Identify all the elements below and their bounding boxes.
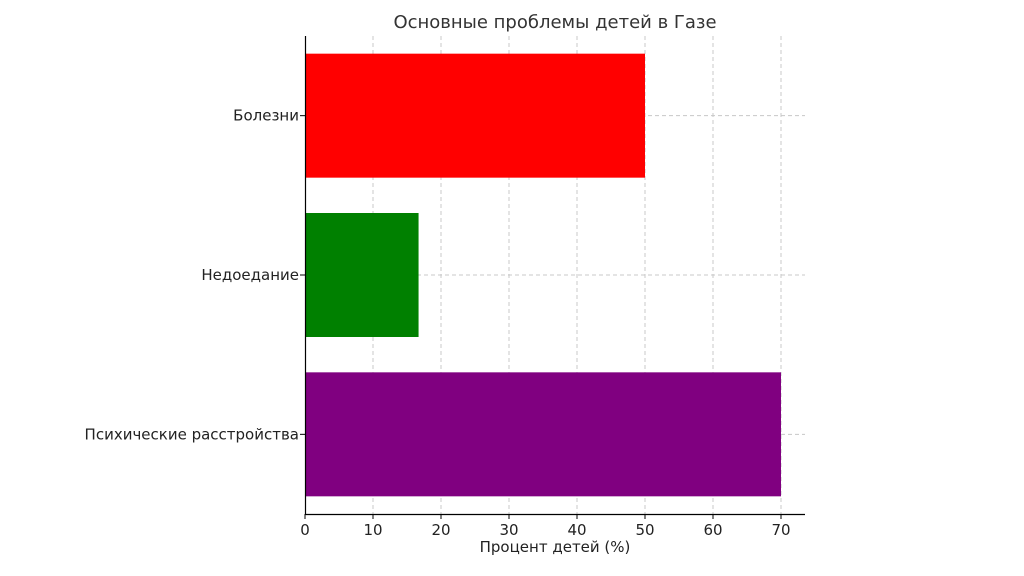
x-tick-label: 10 (363, 521, 382, 539)
x-ticks: 0 10 20 30 40 50 60 70 (300, 115, 791, 539)
chart-title: Основные проблемы детей в Газе (393, 12, 716, 33)
x-tick-label: 0 (300, 521, 310, 539)
axes (304, 36, 805, 516)
category-label: Недоедание (201, 266, 299, 284)
x-tick-label: 50 (635, 521, 654, 539)
x-tick-label: 40 (567, 521, 586, 539)
category-label: Болезни (233, 107, 299, 125)
bars (305, 53, 781, 497)
x-tick-label: 60 (703, 521, 722, 539)
y-category-labels: Болезни Недоедание Психические расстройств… (85, 107, 299, 444)
bar (305, 213, 419, 337)
bar (305, 372, 781, 497)
category-label: Психические расстройства (85, 425, 299, 443)
x-tick-label: 20 (431, 521, 450, 539)
x-tick-label: 30 (499, 521, 518, 539)
x-tick-label: 70 (771, 521, 790, 539)
bar (305, 53, 645, 178)
x-axis-label: Процент детей (%) (480, 538, 631, 556)
